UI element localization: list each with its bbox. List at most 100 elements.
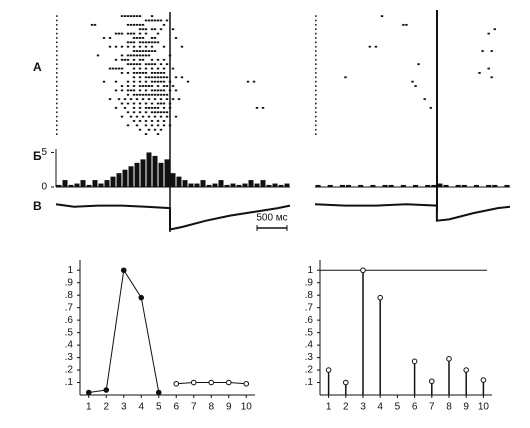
spike [168, 80, 172, 83]
spike [144, 67, 148, 70]
spike [165, 63, 169, 66]
spike [162, 120, 166, 122]
spike [147, 115, 151, 118]
spike [487, 32, 490, 35]
spike [344, 76, 347, 79]
spike [255, 106, 259, 109]
spike [374, 45, 378, 48]
histogram-bar [212, 183, 218, 187]
spike [108, 45, 112, 48]
spike [147, 19, 151, 22]
spike [126, 58, 130, 61]
point [138, 294, 145, 301]
y-tick-label: .2 [65, 365, 74, 376]
histogram-bar [140, 159, 146, 187]
spike [138, 63, 142, 66]
spike [165, 93, 169, 96]
spike [138, 106, 142, 109]
histogram-bar [382, 184, 388, 187]
spike [159, 28, 163, 31]
spike [132, 37, 136, 39]
spike [411, 80, 414, 83]
spike [123, 15, 127, 17]
stem-head [377, 294, 384, 301]
spike [423, 98, 426, 101]
spike [162, 93, 166, 96]
trial-marker [56, 76, 58, 79]
spike [162, 58, 166, 61]
spike [129, 89, 133, 92]
spike [114, 67, 118, 70]
spike [132, 85, 136, 87]
spike [141, 85, 145, 87]
spike [129, 23, 133, 26]
trial-marker [56, 111, 58, 114]
y-tick-label: .9 [65, 277, 74, 288]
spike [126, 111, 130, 114]
spike [150, 15, 154, 17]
spike [138, 72, 142, 74]
histogram-bar [248, 180, 254, 187]
panel-label: А [33, 60, 42, 74]
spike [138, 41, 142, 44]
point [225, 379, 232, 386]
spike [120, 102, 124, 105]
y-tick-label: 1 [307, 265, 313, 276]
spike [129, 63, 133, 66]
spike [138, 111, 142, 114]
point [173, 380, 180, 387]
point [155, 389, 162, 396]
spike [126, 41, 130, 44]
y-tick-label: .3 [65, 352, 74, 363]
spike [171, 98, 175, 101]
trial-marker [315, 37, 317, 39]
spike [120, 58, 124, 61]
trial-marker [315, 32, 317, 35]
spike [153, 19, 157, 22]
spike [150, 106, 154, 109]
spike [102, 80, 106, 83]
spike [147, 106, 151, 109]
spike [120, 115, 124, 118]
histogram-bar [86, 184, 92, 187]
spike [141, 54, 145, 57]
spike [156, 32, 160, 35]
histogram-bar [461, 184, 467, 187]
trial-marker [315, 102, 317, 105]
spike [150, 102, 154, 105]
trial-marker [315, 59, 317, 61]
spike [129, 41, 133, 44]
spike [153, 41, 157, 44]
spike [153, 128, 157, 131]
point [190, 379, 197, 386]
spike [123, 58, 127, 61]
x-tick-label: 4 [377, 402, 383, 413]
histogram-bar [272, 183, 278, 187]
spike [132, 93, 136, 96]
spike [144, 76, 148, 79]
spike [144, 89, 148, 92]
y-tick-label: 0 [41, 182, 47, 193]
spike [153, 106, 157, 109]
spike [132, 67, 136, 70]
histogram-bar [425, 184, 431, 187]
point [85, 389, 92, 396]
spike [147, 98, 151, 101]
histogram-bar [62, 180, 68, 187]
spike [114, 45, 118, 48]
spike [174, 37, 178, 39]
x-tick-label: 1 [326, 402, 332, 413]
trial-marker [56, 37, 58, 39]
spike [120, 72, 124, 74]
trial-marker [56, 67, 58, 70]
spike [153, 28, 157, 31]
histogram-bar [182, 180, 188, 187]
spike [144, 120, 148, 122]
spike [159, 89, 163, 92]
spike [147, 93, 151, 96]
spike [490, 76, 493, 79]
histogram-bar [260, 180, 266, 187]
y-tick-label: .5 [305, 327, 314, 338]
y-tick-label: 1 [67, 265, 73, 276]
trial-marker [315, 107, 317, 109]
